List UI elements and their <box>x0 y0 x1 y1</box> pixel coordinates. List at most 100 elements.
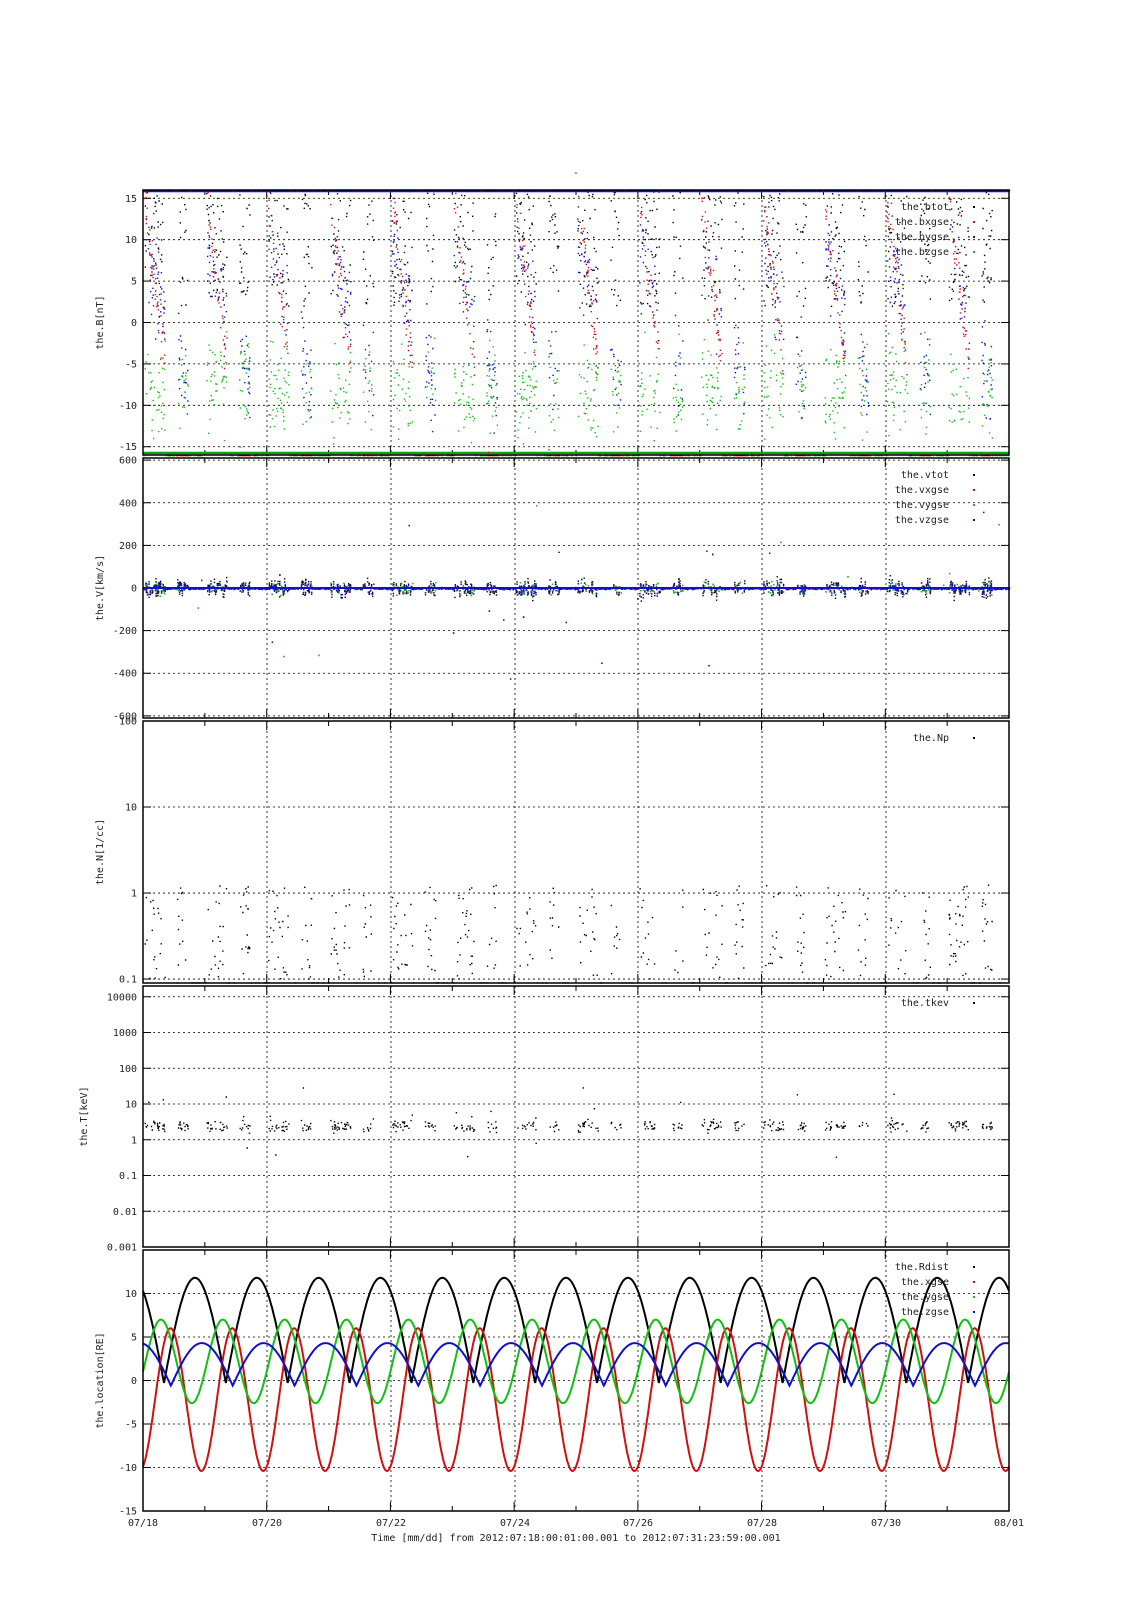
series-the-bygse <box>145 190 1010 434</box>
series-the-Np <box>144 884 1001 984</box>
x-tick-label: 07/30 <box>871 1518 901 1529</box>
y-axis-label: the.V[km/s] <box>95 555 106 621</box>
y-axis-label: the.location[RE] <box>95 1332 106 1428</box>
panel-frame <box>142 720 1010 984</box>
y-tick-label: 1000 <box>113 1028 137 1039</box>
series-the-vxgse <box>143 505 1011 658</box>
series-the-vtot <box>143 524 1010 680</box>
y-tick-label: 100 <box>119 1064 137 1075</box>
legend-label: the.bxgse <box>895 217 949 228</box>
series-the-bzgse <box>143 321 1009 457</box>
panel-temperature: 10000 1000 100 10 1 0.1 0.01 0.001 the.T[keV] the… <box>79 985 1010 1254</box>
y-tick-label: -5 <box>125 1420 137 1431</box>
y-tick-label: -600 <box>113 711 137 722</box>
legend: the.Np <box>913 733 975 744</box>
y-tick-label: -5 <box>125 359 137 370</box>
legend-marker <box>973 1266 975 1268</box>
series-the-tkev <box>144 1087 993 1158</box>
y-tick-label: 0 <box>131 584 137 595</box>
series-the-Rdist <box>142 1276 1010 1384</box>
x-tick-label: 07/24 <box>500 1518 530 1529</box>
legend-label: the.btot <box>901 202 949 213</box>
y-tick-label: 0 <box>131 318 137 329</box>
y-tick-label: 1 <box>131 889 137 900</box>
legend-marker <box>973 221 975 223</box>
legend-label: the.bygse <box>895 232 949 243</box>
legend-label: the.Rdist <box>895 1262 949 1273</box>
x-axis-label: Time [mm/dd] from 2012:07:18:00:01:00.00… <box>371 1533 780 1544</box>
y-axis-label: the.T[keV] <box>79 1086 90 1146</box>
legend-marker <box>973 1002 975 1004</box>
y-tick-label: 0 <box>131 1376 137 1387</box>
series-the-btot <box>143 189 1011 455</box>
legend-marker <box>973 519 975 521</box>
x-tick-label: 08/01 <box>994 1518 1024 1529</box>
y-tick-label: 1 <box>131 1135 137 1146</box>
legend-marker <box>973 206 975 208</box>
y-tick-label: 200 <box>119 541 137 552</box>
y-tick-label: -15 <box>119 442 137 453</box>
panel-frame <box>142 1249 1010 1512</box>
y-tick-label: -15 <box>119 1507 137 1518</box>
y-tick-label: 10 <box>125 803 137 814</box>
legend-label: the.vtot <box>901 470 949 481</box>
legend-marker <box>973 737 975 739</box>
legend-label: the.vzgse <box>895 515 949 526</box>
panel-location: 1050-5-10-15the.location[RE]the.Rdistthe… <box>95 1249 1010 1518</box>
legend-label: the.tkev <box>901 998 949 1009</box>
x-tick-label: 07/18 <box>128 1518 158 1529</box>
legend-marker <box>973 236 975 238</box>
legend-marker <box>973 1281 975 1283</box>
y-tick-label: 600 <box>119 456 137 467</box>
series-the-zgse <box>142 1342 1010 1388</box>
y-tick-label: 10 <box>125 235 137 246</box>
legend-marker <box>973 489 975 491</box>
series-the-vzgse <box>143 511 1011 667</box>
panel-frame <box>142 985 1010 1248</box>
y-axis-label: the.N[1/cc] <box>95 819 106 885</box>
series-the-ygse <box>142 1318 1010 1405</box>
legend-label: the.xgse <box>901 1277 949 1288</box>
panel-frame <box>142 457 1010 719</box>
legend-label: the.zgse <box>901 1307 949 1318</box>
y-tick-label: 15 <box>125 194 137 205</box>
y-tick-label: -400 <box>113 669 137 680</box>
series-the-bxgse <box>143 190 1008 457</box>
x-tick-label: 07/20 <box>252 1518 282 1529</box>
legend: the.vtot the.vxgse the.vygse the.vzgse <box>895 470 975 526</box>
y-tick-label: 5 <box>131 1333 137 1344</box>
series-the-xgse <box>142 1327 1010 1473</box>
y-tick-label: 5 <box>131 277 137 288</box>
y-tick-label: -10 <box>119 401 137 412</box>
y-tick-label: 10 <box>125 1289 137 1300</box>
y-tick-label: 400 <box>119 498 137 509</box>
y-tick-label: 0.001 <box>107 1243 137 1254</box>
legend-label: the.vxgse <box>895 485 949 496</box>
legend: the.btot the.bxgse the.bygse the.bzgse <box>895 202 975 258</box>
panel-frame <box>142 189 1010 456</box>
x-tick-label: 07/22 <box>376 1518 406 1529</box>
y-tick-label: 0.01 <box>113 1207 137 1218</box>
y-tick-label: -200 <box>113 626 137 637</box>
legend: the.tkev <box>901 998 975 1009</box>
y-axis-label: the.B[nT] <box>95 295 106 349</box>
legend-label: the.bzgse <box>895 247 949 258</box>
x-tick-label: 07/26 <box>623 1518 653 1529</box>
y-tick-label: 0.1 <box>119 1171 137 1182</box>
y-tick-label: -10 <box>119 1463 137 1474</box>
legend-marker <box>973 474 975 476</box>
x-tick-label: 07/28 <box>747 1518 777 1529</box>
y-tick-label: 10000 <box>107 992 137 1003</box>
legend-marker <box>973 251 975 253</box>
legend-label: the.vygse <box>895 500 949 511</box>
figure-title: - <box>573 168 579 179</box>
legend: the.Rdist the.xgse the.ygse the.zgse <box>895 1262 975 1318</box>
y-tick-label: 10 <box>125 1100 137 1111</box>
legend-marker <box>973 1311 975 1313</box>
legend-label: the.Np <box>913 733 949 744</box>
legend-label: the.ygse <box>901 1292 949 1303</box>
legend-marker <box>973 1296 975 1298</box>
y-tick-label: 0.1 <box>119 975 137 986</box>
panel-magnetic-field: 15 10 5 0 -5 -10 -15 the.B[nT] the.btot the.bxgse… <box>95 189 1011 457</box>
